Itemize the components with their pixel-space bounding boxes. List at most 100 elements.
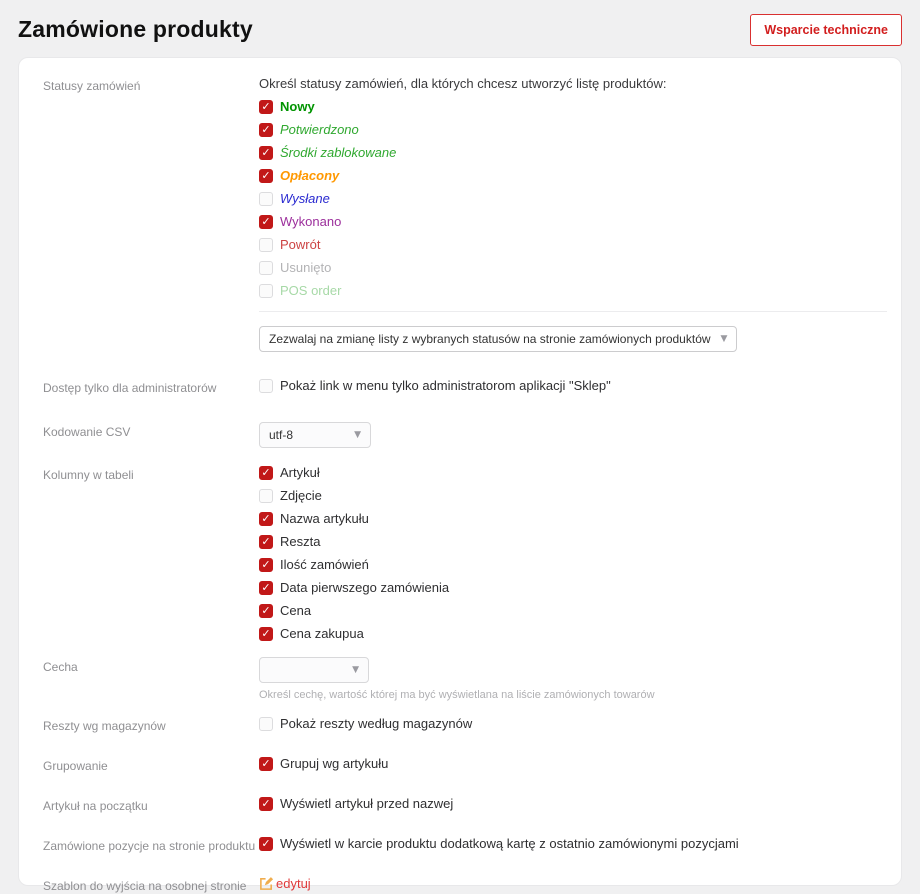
checkbox[interactable]: ✓ [259, 260, 273, 275]
edit-pencil-icon [260, 877, 274, 890]
column-checkbox-list: ✓ Artykuł ✓ Zdjęcie ✓ Nazwa artykułu [259, 465, 887, 641]
status-label[interactable]: Środki zablokowane [280, 145, 397, 160]
checkmark-icon: ✓ [261, 466, 271, 479]
status-label[interactable]: Usunięto [280, 260, 332, 275]
status-checkbox-row[interactable]: ✓ Wysłane [259, 191, 887, 206]
edit-template-link[interactable]: edytuj [259, 876, 311, 891]
checkbox[interactable]: ✓ [259, 145, 273, 160]
statuses-intro: Określ statusy zamówień, dla których chc… [259, 76, 667, 91]
checkbox[interactable]: ✓ [259, 122, 273, 137]
checkbox-label[interactable]: Pokaż link w menu tylko administratorom … [280, 378, 611, 393]
row-label: Kolumny w tabeli [43, 468, 134, 482]
status-label[interactable]: Opłacony [280, 168, 340, 183]
checkmark-icon: ✓ [261, 604, 271, 617]
feature-help-text: Określ cechę, wartość której ma być wyśw… [259, 689, 655, 701]
checkbox[interactable]: ✓ [259, 534, 273, 549]
ordered-positions-checkbox-row[interactable]: ✓ Wyświetl w karcie produktu dodatkową k… [259, 836, 887, 851]
admin-access-checkbox-row[interactable]: ✓ Pokaż link w menu tylko administratoro… [259, 378, 887, 393]
status-checkbox-row[interactable]: ✓ Środki zablokowane [259, 145, 887, 160]
checkbox[interactable]: ✓ [259, 237, 273, 252]
row-admin-access: Dostęp tylko dla administratorów ✓ Pokaż… [43, 378, 887, 401]
column-checkbox-row[interactable]: ✓ Cena zakupua [259, 626, 887, 641]
checkbox[interactable]: ✓ [259, 168, 273, 183]
status-checkbox-list: ✓ Nowy ✓ Potwierdzono ✓ Środki zablokowa… [259, 99, 887, 298]
checkmark-icon: ✓ [261, 123, 271, 136]
statuses-divider [259, 311, 887, 312]
row-label: Grupowanie [43, 759, 108, 773]
chevron-down-icon: ▼ [354, 430, 361, 440]
checkbox-label[interactable]: Wyświetl w karcie produktu dodatkową kar… [280, 836, 739, 851]
csv-encoding-select[interactable]: utf-8 ▼ [259, 422, 371, 448]
checkmark-icon: ✓ [261, 757, 271, 770]
column-label[interactable]: Data pierwszego zamówienia [280, 580, 450, 595]
column-checkbox-row[interactable]: ✓ Artykuł [259, 465, 887, 480]
checkbox[interactable]: ✓ [259, 603, 273, 618]
status-label[interactable]: Powrót [280, 237, 321, 252]
column-checkbox-row[interactable]: ✓ Reszta [259, 534, 887, 549]
checkbox[interactable]: ✓ [259, 214, 273, 229]
column-checkbox-row[interactable]: ✓ Cena [259, 603, 887, 618]
chevron-down-icon: ▼ [352, 665, 359, 675]
checkbox[interactable]: ✓ [259, 465, 273, 480]
status-checkbox-row[interactable]: ✓ Powrót [259, 237, 887, 252]
checkbox[interactable]: ✓ [259, 836, 273, 851]
row-label: Statusy zamówień [43, 79, 141, 93]
checkmark-icon: ✓ [261, 535, 271, 548]
status-checkbox-row[interactable]: ✓ Nowy [259, 99, 887, 114]
feature-select[interactable]: ▼ [259, 657, 369, 683]
checkbox[interactable]: ✓ [259, 756, 273, 771]
row-label: Dostęp tylko dla administratorów [43, 381, 217, 395]
status-label[interactable]: Wysłane [280, 191, 330, 206]
column-label[interactable]: Nazwa artykułu [280, 511, 369, 526]
checkbox-label[interactable]: Grupuj wg artykułu [280, 756, 389, 771]
status-checkbox-row[interactable]: ✓ Usunięto [259, 260, 887, 275]
status-label[interactable]: POS order [280, 283, 342, 298]
status-label[interactable]: Nowy [280, 99, 315, 114]
checkbox[interactable]: ✓ [259, 191, 273, 206]
checkbox[interactable]: ✓ [259, 626, 273, 641]
column-checkbox-row[interactable]: ✓ Zdjęcie [259, 488, 887, 503]
checkbox[interactable]: ✓ [259, 378, 273, 393]
column-label[interactable]: Reszta [280, 534, 321, 549]
column-label[interactable]: Zdjęcie [280, 488, 322, 503]
checkbox[interactable]: ✓ [259, 557, 273, 572]
column-label[interactable]: Cena zakupua [280, 626, 364, 641]
row-feature: Cecha ▼ Określ cechę, wartość której ma … [43, 657, 887, 701]
checkmark-icon: ✓ [261, 512, 271, 525]
column-checkbox-row[interactable]: ✓ Nazwa artykułu [259, 511, 887, 526]
checkmark-icon: ✓ [261, 100, 271, 113]
row-output-template: Szablon do wyjścia na osobnej stronie HT… [43, 876, 887, 894]
column-label[interactable]: Cena [280, 603, 312, 618]
checkbox[interactable]: ✓ [259, 511, 273, 526]
checkmark-icon: ✓ [261, 581, 271, 594]
page-title: Zamówione produkty [18, 16, 253, 42]
checkbox[interactable]: ✓ [259, 99, 273, 114]
support-button[interactable]: Wsparcie techniczne [750, 13, 902, 46]
grouping-checkbox-row[interactable]: ✓ Grupuj wg artykułu [259, 756, 887, 771]
status-label[interactable]: Wykonano [280, 214, 342, 229]
checkbox[interactable]: ✓ [259, 488, 273, 503]
checkbox[interactable]: ✓ [259, 580, 273, 595]
row-label: Szablon do wyjścia na osobnej stronie [43, 879, 247, 893]
checkmark-icon: ✓ [261, 146, 271, 159]
column-label[interactable]: Artykuł [280, 465, 320, 480]
status-checkbox-row[interactable]: ✓ POS order [259, 283, 887, 298]
checkbox-label[interactable]: Wyświetl artykuł przed nazwej [280, 796, 454, 811]
checkbox[interactable]: ✓ [259, 283, 273, 298]
stock-by-warehouse-checkbox-row[interactable]: ✓ Pokaż reszty według magazynów [259, 716, 887, 731]
row-table-columns: Kolumny w tabeli ✓ Artykuł ✓ Zdjęcie ✓ [43, 465, 887, 649]
column-checkbox-row[interactable]: ✓ Ilość zamówień [259, 557, 887, 572]
status-checkbox-row[interactable]: ✓ Opłacony [259, 168, 887, 183]
status-label[interactable]: Potwierdzono [280, 122, 359, 137]
checkbox[interactable]: ✓ [259, 796, 273, 811]
status-checkbox-row[interactable]: ✓ Potwierdzono [259, 122, 887, 137]
list-mode-select[interactable]: Zezwalaj na zmianę listy z wybranych sta… [259, 326, 738, 352]
checkbox[interactable]: ✓ [259, 716, 273, 731]
checkmark-icon: ✓ [261, 627, 271, 640]
status-checkbox-row[interactable]: ✓ Wykonano [259, 214, 887, 229]
sku-first-checkbox-row[interactable]: ✓ Wyświetl artykuł przed nazwej [259, 796, 887, 811]
column-checkbox-row[interactable]: ✓ Data pierwszego zamówienia [259, 580, 887, 595]
checkbox-label[interactable]: Pokaż reszty według magazynów [280, 716, 473, 731]
checkmark-icon: ✓ [261, 797, 271, 810]
column-label[interactable]: Ilość zamówień [280, 557, 369, 572]
